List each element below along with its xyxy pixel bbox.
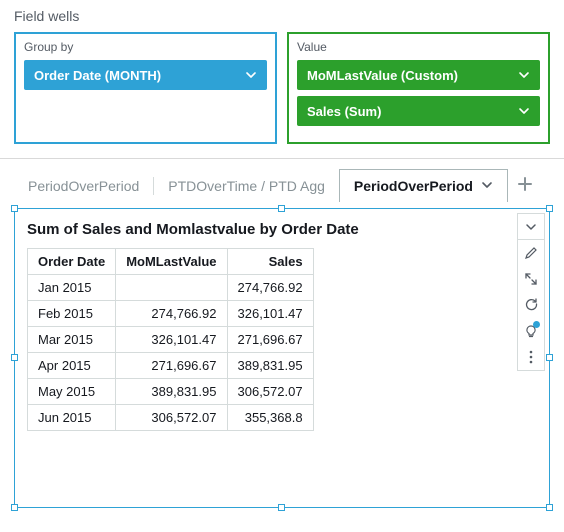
table-row: Mar 2015326,101.47271,696.67 [28, 327, 314, 353]
resize-handle[interactable] [278, 205, 285, 212]
sheet-tab[interactable]: PeriodOverPeriod [14, 169, 153, 202]
table-cell: 389,831.95 [227, 353, 313, 379]
column-header[interactable]: MoMLastValue [116, 249, 227, 275]
sheet-tab[interactable]: PeriodOverPeriod [339, 169, 508, 202]
add-sheet-button[interactable] [508, 169, 542, 202]
table-row: Jan 2015 274,766.92 [28, 275, 314, 301]
insights-icon[interactable] [518, 318, 544, 344]
value-pill[interactable]: Sales (Sum) [297, 96, 540, 126]
table-cell: May 2015 [28, 379, 116, 405]
table-cell: 271,696.67 [116, 353, 227, 379]
resize-handle[interactable] [11, 354, 18, 361]
column-header[interactable]: Order Date [28, 249, 116, 275]
notification-dot-icon [533, 321, 540, 328]
pill-label: Sales (Sum) [307, 104, 381, 119]
expand-icon[interactable] [518, 266, 544, 292]
tab-label: PeriodOverPeriod [28, 178, 139, 194]
value-well: Value MoMLastValue (Custom) Sales (Sum) [287, 32, 550, 144]
value-pill[interactable]: MoMLastValue (Custom) [297, 60, 540, 90]
resize-handle[interactable] [11, 504, 18, 511]
table-cell: 355,368.8 [227, 405, 313, 431]
pill-label: Order Date (MONTH) [34, 68, 161, 83]
refresh-icon[interactable] [518, 292, 544, 318]
table-cell: 274,766.92 [227, 275, 313, 301]
table-cell: 326,101.47 [116, 327, 227, 353]
table-cell: 389,831.95 [116, 379, 227, 405]
table-cell: Jan 2015 [28, 275, 116, 301]
visual-canvas: Sum of Sales and Momlastvalue by Order D… [14, 208, 550, 508]
sheet-tab[interactable]: PTDOverTime / PTD Agg [154, 169, 339, 202]
table-cell: 326,101.47 [227, 301, 313, 327]
sheet-tabs: PeriodOverPeriod PTDOverTime / PTD Agg Per… [0, 159, 564, 202]
visual-container[interactable]: Sum of Sales and Momlastvalue by Order D… [14, 208, 550, 508]
value-title: Value [297, 40, 540, 54]
group-by-well: Group by Order Date (MONTH) [14, 32, 277, 144]
table-cell: 306,572.07 [227, 379, 313, 405]
resize-handle[interactable] [11, 205, 18, 212]
resize-handle[interactable] [546, 354, 553, 361]
field-wells-row: Group by Order Date (MONTH) Value MoMLas… [0, 32, 564, 158]
table-row: May 2015389,831.95306,572.07 [28, 379, 314, 405]
table-cell: Mar 2015 [28, 327, 116, 353]
resize-handle[interactable] [278, 504, 285, 511]
chevron-down-icon [481, 178, 493, 194]
table-cell: 271,696.67 [227, 327, 313, 353]
visual-menu-button[interactable] [518, 214, 544, 240]
table-cell: Jun 2015 [28, 405, 116, 431]
table-cell: Apr 2015 [28, 353, 116, 379]
pill-label: MoMLastValue (Custom) [307, 68, 458, 83]
table-cell: 306,572.07 [116, 405, 227, 431]
tab-label: PTDOverTime / PTD Agg [168, 178, 325, 194]
tab-label: PeriodOverPeriod [354, 178, 473, 194]
resize-handle[interactable] [546, 504, 553, 511]
table-row: Jun 2015306,572.07355,368.8 [28, 405, 314, 431]
data-table: Order DateMoMLastValueSales Jan 2015274,… [27, 248, 314, 431]
more-options-icon[interactable] [518, 344, 544, 370]
column-header[interactable]: Sales [227, 249, 313, 275]
field-wells-label: Field wells [0, 0, 564, 32]
resize-handle[interactable] [546, 205, 553, 212]
table-cell [116, 275, 227, 301]
chevron-down-icon [245, 69, 257, 81]
visual-title: Sum of Sales and Momlastvalue by Order D… [27, 221, 499, 238]
edit-icon[interactable] [518, 240, 544, 266]
table-cell: 274,766.92 [116, 301, 227, 327]
chevron-down-icon [518, 105, 530, 117]
visual-toolbar [517, 213, 545, 371]
table-row: Feb 2015274,766.92326,101.47 [28, 301, 314, 327]
chevron-down-icon [518, 69, 530, 81]
table-cell: Feb 2015 [28, 301, 116, 327]
group-by-title: Group by [24, 40, 267, 54]
group-by-pill[interactable]: Order Date (MONTH) [24, 60, 267, 90]
table-row: Apr 2015271,696.67389,831.95 [28, 353, 314, 379]
